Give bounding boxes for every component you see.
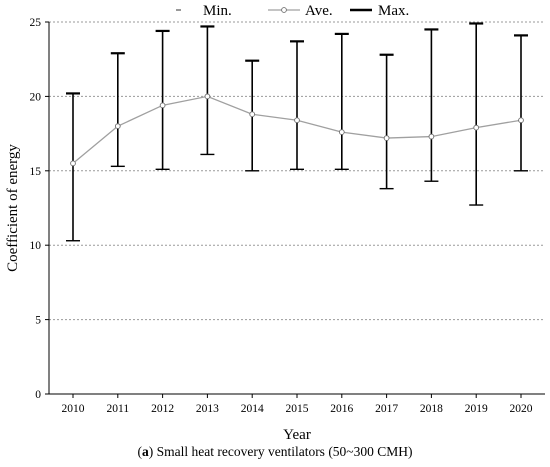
legend-min-label: Min. [203, 3, 232, 19]
x-tick-label-2012: 2012 [151, 403, 174, 415]
average-point-2018 [428, 133, 435, 140]
x-tick-label-2019: 2019 [465, 403, 488, 415]
y-tick-label-20: 20 [30, 91, 42, 103]
average-line [70, 93, 524, 167]
x-tick-label-2018: 2018 [420, 403, 443, 415]
x-ticks: 2010 2011 2012 2013 2014 2015 2016 2017 2018 2019… [62, 394, 533, 415]
x-tick-label-2020: 2020 [510, 403, 533, 415]
y-axis-title: Coefficient of energy [5, 144, 21, 272]
x-tick-label-2014: 2014 [241, 403, 264, 415]
x-tick-label-2013: 2013 [196, 403, 219, 415]
legend-ave-label: Ave. [305, 3, 333, 19]
error-bars [66, 22, 528, 242]
x-tick-label-2010: 2010 [62, 403, 85, 415]
x-tick-label-2011: 2011 [107, 403, 130, 415]
y-ticks: 0 5 10 15 20 25 [30, 17, 49, 401]
average-point-2015 [294, 117, 300, 124]
average-point-2016 [338, 129, 345, 135]
y-tick-label-25: 25 [30, 17, 42, 29]
average-point-2017 [383, 135, 390, 141]
caption-label: a [142, 444, 149, 459]
average-point-2013 [204, 93, 211, 100]
figure-caption: (a) Small heat recovery ventilators (50~… [137, 444, 413, 459]
y-tick-label-5: 5 [35, 315, 41, 327]
x-axis-title: Year [283, 427, 311, 440]
x-tick-label-2015: 2015 [286, 403, 309, 415]
average-point-2011 [114, 123, 121, 130]
y-tick-label-10: 10 [30, 240, 42, 252]
x-tick-label-2017: 2017 [375, 403, 398, 415]
caption-text: Small heat recovery ventilators (50~300 … [153, 444, 413, 459]
average-point-2012 [159, 102, 166, 109]
average-point-2014 [249, 111, 256, 118]
y-tick-label-0: 0 [35, 389, 41, 401]
average-point-2010 [70, 160, 76, 167]
legend-ave-marker [281, 7, 287, 13]
x-tick-label-2016: 2016 [330, 403, 353, 415]
average-point-2019 [473, 124, 480, 131]
average-point-2020 [518, 117, 524, 124]
legend-max-label: Max. [378, 3, 409, 19]
legend: Min. Ave. Max. [176, 3, 409, 19]
y-tick-label-15: 15 [30, 166, 42, 178]
